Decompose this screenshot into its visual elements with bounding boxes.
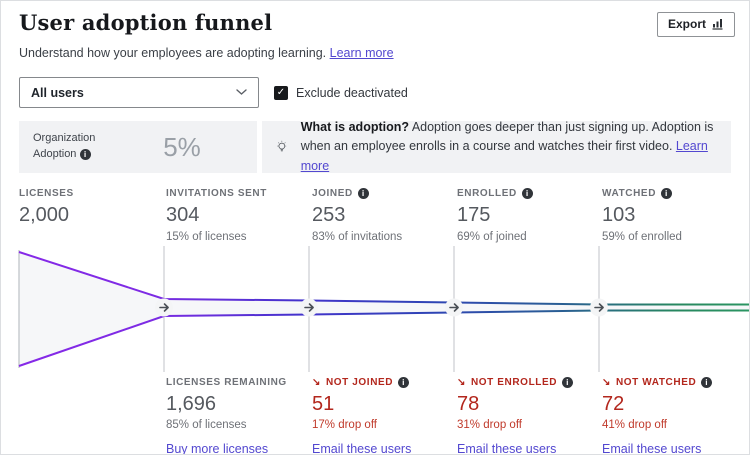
funnel-chart	[1, 246, 749, 372]
stage-sub: 83% of invitations	[312, 231, 403, 243]
info-icon[interactable]	[521, 188, 533, 199]
stage-sub: 59% of enrolled	[602, 231, 682, 243]
info-icon[interactable]	[357, 188, 369, 199]
dropoff-not-enrolled: NOT ENROLLED 78 31% drop off Email these…	[457, 377, 574, 455]
stage-label: LICENSES	[19, 188, 74, 199]
stage-licenses: LICENSES 2,000	[19, 188, 74, 231]
chevron-down-icon	[236, 89, 247, 95]
info-icon[interactable]	[661, 188, 673, 199]
subtitle-text: Understand how your employees are adopti…	[19, 46, 327, 60]
stage-value: 304	[166, 204, 200, 226]
dropoff-sub: 85% of licenses	[166, 419, 247, 431]
stage-value: 2,000	[19, 204, 70, 226]
info-icon[interactable]	[79, 149, 91, 160]
down-right-arrow-icon	[457, 378, 466, 388]
funnel-top-line	[18, 251, 749, 306]
dropoff-label: NOT WATCHED	[615, 377, 697, 388]
organization-adoption-label: Organization Adoption	[33, 131, 121, 163]
down-right-arrow-icon	[312, 378, 321, 388]
bar-chart-export-icon	[712, 19, 723, 30]
dropoff-not-watched: NOT WATCHED 72 41% drop off Email these …	[602, 377, 713, 455]
dropoff-value: 51	[312, 393, 335, 415]
dropoff-value: 72	[602, 393, 625, 415]
funnel-area	[19, 252, 749, 366]
info-icon[interactable]	[562, 377, 574, 388]
top-bar: User adoption funnel Export	[1, 1, 749, 37]
stage-watched: WATCHED 103 59% of enrolled	[602, 188, 682, 243]
dropoff-sub: 17% drop off	[312, 419, 378, 431]
dropoff-sub: 41% drop off	[602, 419, 668, 431]
stage-label: INVITATIONS SENT	[166, 188, 267, 199]
stage-transition-arrow-icon	[155, 298, 173, 317]
stage-invitations-sent: INVITATIONS SENT 304 15% of licenses	[166, 188, 267, 243]
dropoff-value: 1,696	[166, 393, 217, 415]
info-icon[interactable]	[398, 377, 410, 388]
info-icon[interactable]	[701, 377, 713, 388]
funnel-svg	[18, 246, 749, 372]
stage-enrolled: ENROLLED 175 69% of joined	[457, 188, 533, 243]
stage-joined: JOINED 253 83% of invitations	[312, 188, 402, 243]
stage-transition-arrow-icon	[445, 298, 463, 317]
stage-value: 103	[602, 204, 636, 226]
organization-adoption-label-text: Organization Adoption	[33, 132, 96, 160]
stage-transition-arrow-icon	[590, 298, 608, 317]
dropoff-label: NOT JOINED	[325, 377, 394, 388]
stage-value: 253	[312, 204, 346, 226]
tip-learn-more-link[interactable]: Learn more	[300, 139, 708, 173]
dropoff-label: NOT ENROLLED	[470, 377, 558, 388]
stage-label: WATCHED	[602, 188, 657, 199]
stage-sub: 15% of licenses	[166, 231, 247, 243]
export-button[interactable]: Export	[656, 12, 735, 37]
tip-title: What is adoption?	[300, 119, 410, 134]
email-these-users-link[interactable]: Email these users	[457, 442, 557, 455]
stage-value: 175	[457, 204, 491, 226]
stage-sub: 69% of joined	[457, 231, 527, 243]
funnel-stage-headers: LICENSES 2,000 INVITATIONS SENT 304 15% …	[1, 188, 749, 244]
funnel-bottom-line	[18, 309, 749, 367]
dropoff-stats-row: LICENSES REMAINING 1,696 85% of licenses…	[1, 372, 749, 455]
user-filter-dropdown[interactable]: All users	[19, 77, 259, 108]
page-title: User adoption funnel	[19, 10, 273, 35]
email-these-users-link[interactable]: Email these users	[312, 442, 412, 455]
organization-adoption-card: Organization Adoption 5%	[19, 121, 257, 173]
down-right-arrow-icon	[602, 378, 611, 388]
stage-label: JOINED	[312, 188, 353, 199]
filter-controls: All users Exclude deactivated	[19, 77, 731, 108]
dropoff-sub: 31% drop off	[457, 419, 523, 431]
checkbox-label: Exclude deactivated	[296, 85, 408, 100]
email-these-users-link[interactable]: Email these users	[602, 442, 702, 455]
subtitle-learn-more-link[interactable]: Learn more	[329, 46, 394, 60]
page-subtitle: Understand how your employees are adopti…	[19, 46, 749, 60]
tip-body: Adoption goes deeper than just signing u…	[300, 119, 714, 154]
dropoff-not-joined: NOT JOINED 51 17% drop off Email these u…	[312, 377, 416, 455]
export-button-label: Export	[667, 17, 706, 31]
buy-more-licenses-link[interactable]: Buy more licenses	[166, 442, 269, 455]
exclude-deactivated-checkbox[interactable]: Exclude deactivated	[274, 85, 408, 100]
checkbox-checked-icon[interactable]	[274, 85, 288, 100]
dropoff-value: 78	[457, 393, 480, 415]
adoption-tip-text: What is adoption? Adoption goes deeper t…	[301, 118, 717, 176]
lightbulb-icon	[277, 140, 287, 152]
stage-label: ENROLLED	[457, 188, 517, 199]
organization-adoption-value: 5%	[163, 131, 201, 162]
adoption-tip-card: What is adoption? Adoption goes deeper t…	[262, 118, 731, 176]
user-filter-value: All users	[31, 85, 84, 100]
summary-row: Organization Adoption 5% What is adoptio…	[19, 118, 731, 176]
dropoff-label: LICENSES REMAINING	[166, 377, 287, 388]
stage-transition-arrow-icon	[300, 298, 318, 317]
dropoff-licenses-remaining: LICENSES REMAINING 1,696 85% of licenses…	[166, 377, 287, 455]
